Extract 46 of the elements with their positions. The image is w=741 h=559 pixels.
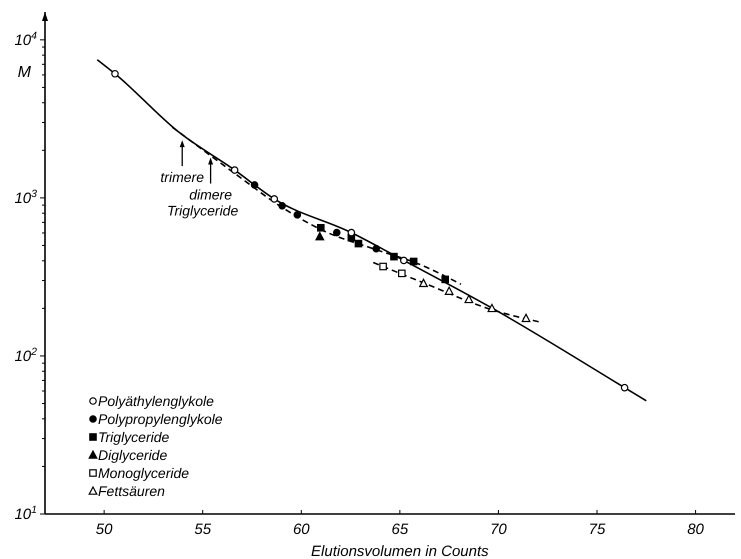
x-tick-label: 80 (687, 521, 705, 538)
point (398, 270, 406, 278)
line-series (372, 262, 541, 323)
point (379, 262, 387, 270)
point (354, 240, 362, 248)
x-tick-label: 75 (588, 521, 606, 538)
point (410, 258, 418, 266)
point (348, 228, 356, 236)
point (315, 232, 324, 240)
x-tick-label: 60 (292, 521, 310, 538)
legend-label: Diglyceride (98, 447, 168, 463)
point (278, 202, 286, 210)
x-tick-label: 50 (96, 521, 114, 538)
point (390, 252, 398, 260)
x-tick-label: 55 (194, 521, 212, 538)
point (419, 278, 428, 288)
point (464, 294, 474, 304)
x-tick-label: 70 (490, 521, 508, 538)
point (522, 314, 530, 322)
legend-label: Monoglyceride (98, 465, 190, 481)
y-tick-label: 10$^{1}$ (14, 504, 37, 523)
point (332, 228, 341, 236)
y-tick-label: 10$^{4}$ (14, 30, 38, 49)
legend-label: Triglyceride (98, 429, 170, 445)
point (372, 244, 380, 252)
point (317, 224, 325, 232)
point (250, 181, 258, 189)
point (620, 384, 628, 392)
point (441, 276, 449, 284)
y-axis-title: M (18, 64, 32, 81)
point (400, 256, 408, 264)
point (294, 211, 302, 219)
y-tick-label: 10$^{2}$ (14, 346, 38, 365)
annotation: trimere (160, 169, 204, 186)
x-axis-title: Elutionsvolumen in Counts (311, 543, 490, 559)
point (270, 195, 278, 203)
legend-label: Polyäthylenglykole (98, 393, 214, 409)
point (488, 304, 496, 312)
point (111, 70, 119, 78)
annotation: dimere Triglyceride (166, 186, 238, 219)
x-tick-label: 65 (392, 521, 409, 538)
point (444, 286, 454, 295)
y-tick-label: 10$^{3}$ (14, 188, 38, 207)
legend-label: Polypropylenglykole (98, 411, 223, 427)
point (230, 166, 238, 174)
legend-label: Fettsäuren (98, 483, 166, 499)
